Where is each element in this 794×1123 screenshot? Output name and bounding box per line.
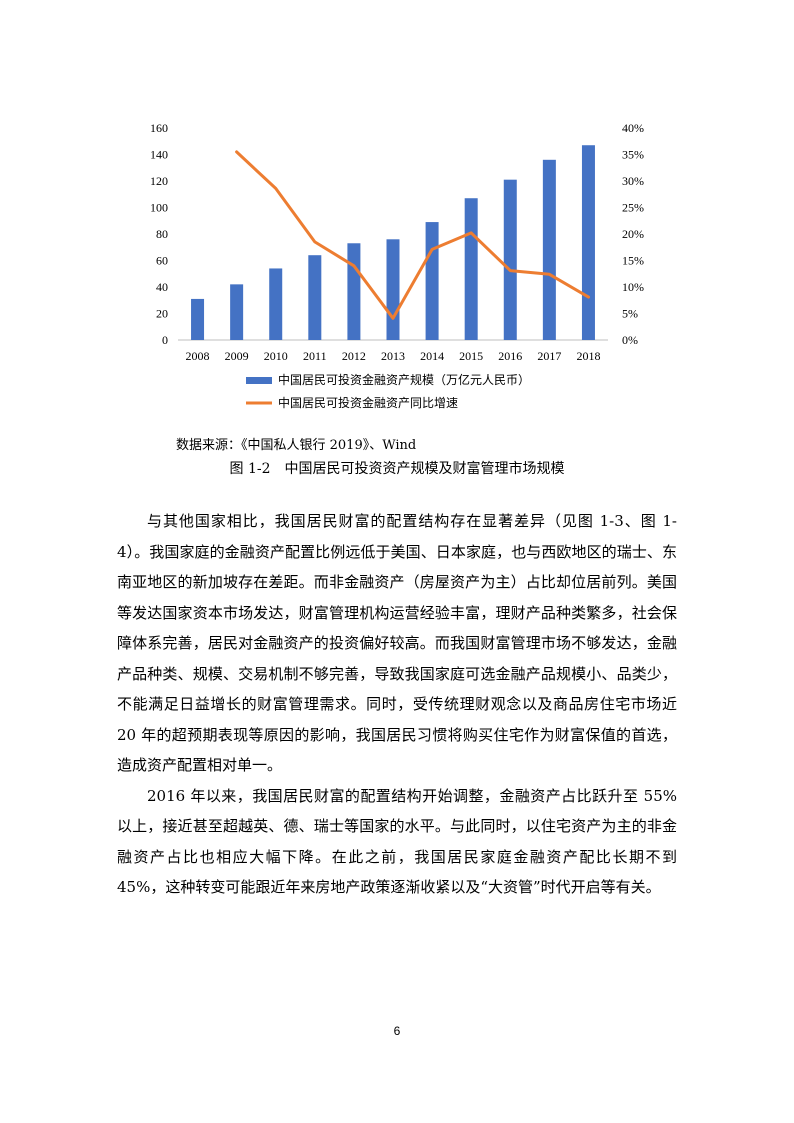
y-left-tick-label: 140 — [150, 148, 168, 162]
y-right-tick-label: 40% — [622, 121, 644, 135]
page-number: 6 — [393, 1024, 401, 1038]
x-tick-label: 2016 — [498, 349, 522, 363]
y-right-tick-label: 10% — [622, 280, 644, 294]
y-right-tick-label: 30% — [622, 174, 644, 188]
bar-series — [191, 145, 595, 340]
legend-label-line: 中国居民可投资金融资产同比增速 — [278, 395, 458, 410]
bar — [191, 298, 205, 340]
y-right-tick-label: 5% — [622, 307, 638, 321]
x-tick-label: 2010 — [264, 349, 288, 363]
y-left-tick-label: 100 — [150, 201, 168, 215]
y-left-tick-label: 120 — [150, 174, 168, 188]
bar — [503, 179, 517, 340]
x-tick-label: 2017 — [537, 349, 561, 363]
growth-line — [235, 150, 590, 320]
x-tick-label: 2011 — [303, 349, 327, 363]
bar — [386, 239, 400, 340]
chart-axes: 0 20 40 60 80 100 120 140 160 0% 5% 10% 15% 20% 25% 30%… — [150, 121, 644, 363]
x-tick-label: 2018 — [576, 349, 600, 363]
bar — [542, 159, 556, 340]
y-right-tick-label: 0% — [622, 333, 638, 347]
x-tick-label: 2014 — [420, 349, 444, 363]
figure-caption: 图 1-2 中国居民可投资资产规模及财富管理市场规模 — [229, 461, 565, 477]
chart-legend: 中国居民可投资金融资产规模（万亿元人民币） 中国居民可投资金融资产同比增速 — [246, 372, 530, 410]
y-left-tick-label: 80 — [156, 227, 168, 241]
y-right-tick-label: 35% — [622, 148, 644, 162]
y-left-tick-label: 20 — [156, 307, 168, 321]
paragraph: 2016 年以来，我国居民财富的配置结构开始调整，金融资产占比跃升至 55%以上… — [117, 786, 677, 897]
data-source: 数据来源：《中国私人银行 2019》、Wind — [176, 438, 417, 453]
x-tick-label: 2008 — [186, 349, 210, 363]
bar — [581, 145, 595, 340]
bar — [464, 198, 478, 340]
y-right-tick-label: 15% — [622, 254, 644, 268]
y-right-tick-label: 25% — [622, 201, 644, 215]
bar — [230, 284, 244, 340]
x-tick-label: 2012 — [342, 349, 366, 363]
y-left-tick-label: 60 — [156, 254, 168, 268]
y-left-tick-label: 40 — [156, 280, 168, 294]
bar — [308, 255, 322, 340]
bar — [425, 222, 439, 340]
line-series — [235, 150, 590, 320]
y-right-tick-label: 20% — [622, 227, 644, 241]
x-tick-label: 2009 — [225, 349, 249, 363]
paragraph: 与其他国家相比，我国居民财富的配置结构存在显著差异（见图 1-3、图 1-4）。… — [117, 512, 677, 774]
x-tick-label: 2013 — [381, 349, 405, 363]
bar — [347, 243, 361, 340]
legend-label-bar: 中国居民可投资金融资产规模（万亿元人民币） — [278, 372, 530, 387]
y-left-tick-label: 160 — [150, 121, 168, 135]
x-tick-label: 2015 — [459, 349, 483, 363]
y-left-tick-label: 0 — [162, 333, 168, 347]
body-text: 与其他国家相比，我国居民财富的配置结构存在显著差异（见图 1-3、图 1-4）。… — [117, 506, 677, 903]
legend-swatch-bar — [246, 377, 272, 384]
bar — [269, 268, 283, 340]
chart: 0 20 40 60 80 100 120 140 160 0% 5% 10% 15% 20% 25% 30%… — [150, 121, 644, 410]
